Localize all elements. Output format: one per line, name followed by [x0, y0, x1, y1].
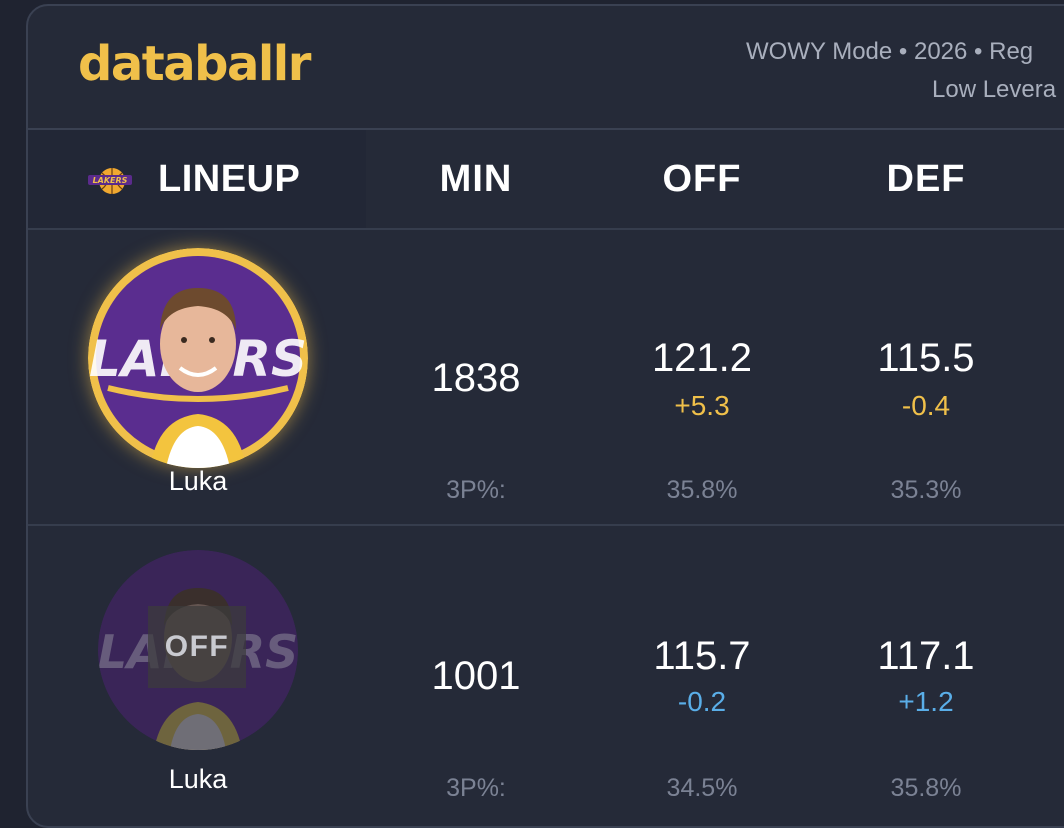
databallr-logo[interactable]: databallr [78, 36, 311, 92]
lineup-header-label: LINEUP [158, 158, 301, 200]
min-column-header[interactable]: MIN [439, 158, 513, 200]
leverage-info: Low Levera [932, 76, 1057, 103]
lineup-row-on[interactable]: LAKERS Luka 1838 121.2 +5.3 115.5 -0.4 3… [28, 230, 1064, 524]
card-header: databallr WOWY Mode • 2026 • Reg Low Lev… [28, 6, 1064, 130]
player-avatar-off[interactable]: LAKERS OFF [98, 550, 298, 750]
def-three-point-pct: 35.8% [890, 774, 962, 802]
three-point-label: 3P%: [446, 476, 506, 504]
mode-info: WOWY Mode • 2026 • Reg [746, 38, 1034, 65]
lakers-logo-icon: LAKERS [88, 168, 132, 194]
off-three-point-pct: 35.8% [666, 476, 738, 504]
min-value: 1838 [431, 356, 521, 400]
def-rating-value: 117.1 [877, 634, 975, 678]
def-three-point-pct: 35.3% [890, 476, 962, 504]
column-header-row: LAKERS LINEUP MIN OFF DEF [28, 130, 1064, 230]
def-rating-value: 115.5 [877, 336, 975, 380]
player-name: Luka [168, 466, 228, 496]
three-point-label: 3P%: [446, 774, 506, 802]
def-column-header[interactable]: DEF [886, 158, 966, 200]
def-rating-diff: +1.2 [898, 686, 954, 717]
off-rating-diff: -0.2 [677, 686, 727, 717]
def-rating-diff: -0.4 [901, 390, 951, 421]
svg-text:LAKERS: LAKERS [93, 176, 128, 185]
off-rating-diff: +5.3 [674, 390, 730, 421]
lineup-row-off[interactable]: LAKERS OFF Luka 1001 115.7 -0.2 117.1 +1… [28, 526, 1064, 826]
player-avatar[interactable]: LAKERS [88, 248, 308, 468]
off-column-header[interactable]: OFF [662, 158, 742, 200]
row-divider [28, 524, 1064, 526]
lineup-card: databallr WOWY Mode • 2026 • Reg Low Lev… [26, 4, 1064, 828]
player-name: Luka [168, 764, 228, 794]
player-photo-icon: LAKERS [88, 248, 308, 468]
off-three-point-pct: 34.5% [666, 774, 738, 802]
off-rating-value: 115.7 [653, 634, 751, 678]
off-rating-value: 121.2 [651, 336, 753, 380]
lineup-column-header[interactable]: LAKERS LINEUP [28, 130, 366, 228]
off-court-badge: OFF [148, 606, 246, 688]
min-value: 1001 [431, 654, 521, 698]
